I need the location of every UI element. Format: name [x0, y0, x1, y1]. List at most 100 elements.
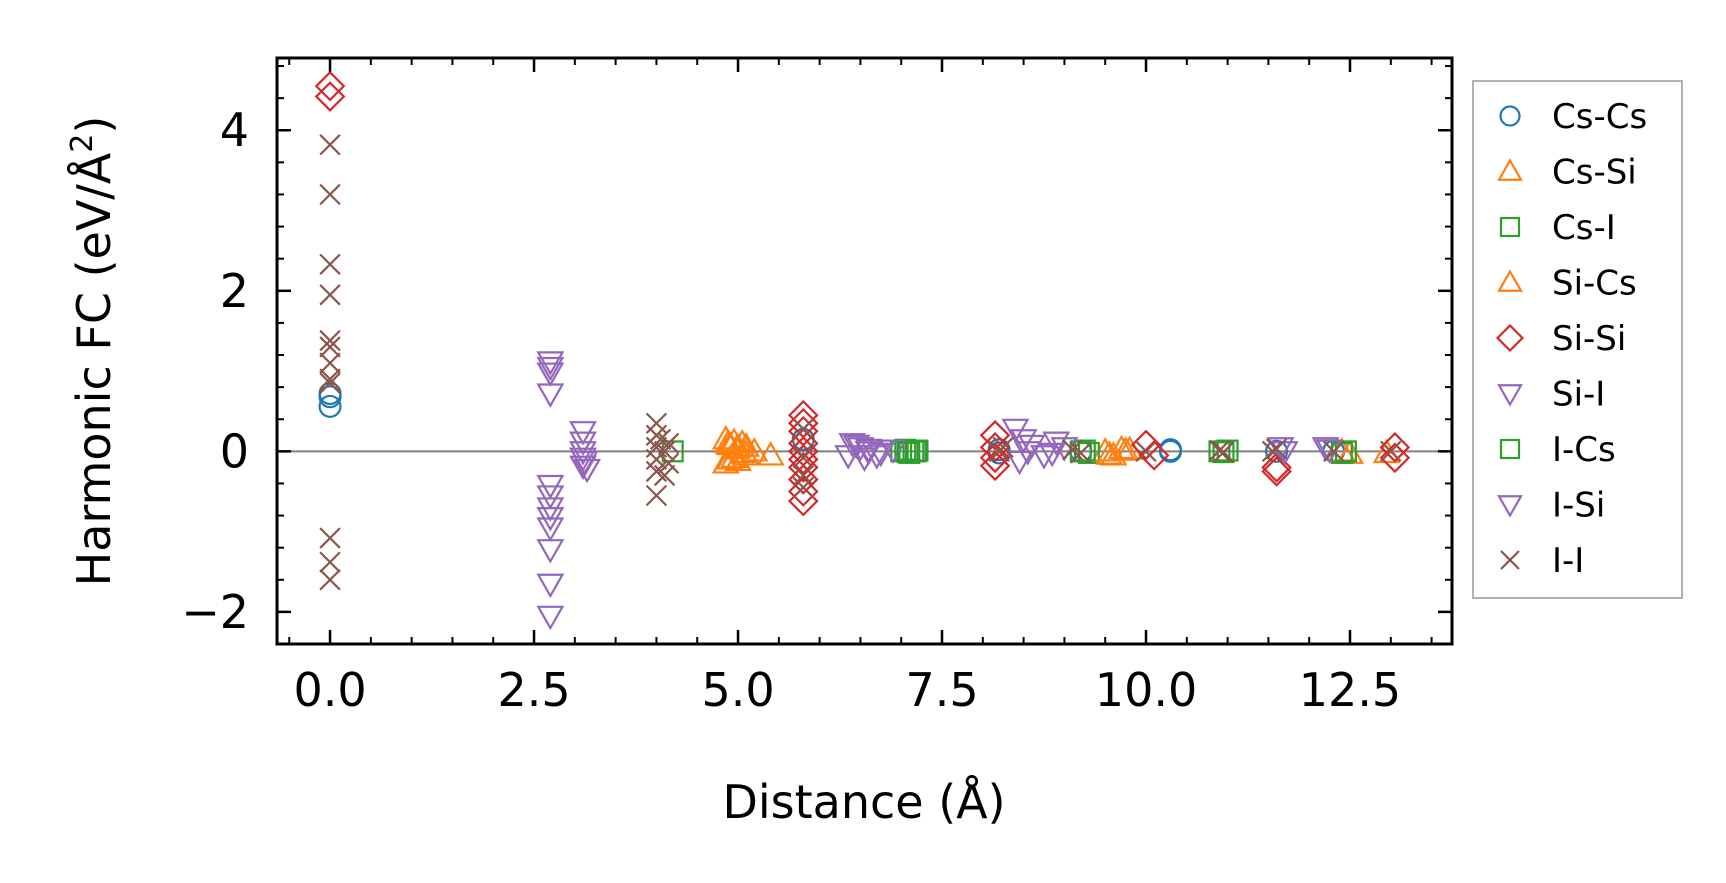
data-point — [1265, 439, 1289, 463]
y-tick-label: 4 — [220, 103, 249, 157]
legend-label: Si-I — [1552, 375, 1605, 415]
data-point — [657, 432, 680, 454]
legend-entry: Si-Si — [1495, 319, 1626, 359]
legend-marker — [1495, 323, 1525, 353]
y-axis-label-close: ) — [67, 116, 121, 134]
data-point — [1208, 439, 1231, 462]
x-axis-label: Distance (Å) — [722, 775, 1005, 829]
data-point — [319, 527, 341, 549]
data-point — [792, 418, 814, 440]
data-point — [536, 539, 565, 564]
data-point — [573, 458, 602, 484]
data-point — [536, 362, 565, 387]
legend-entry: Si-I — [1497, 375, 1605, 415]
data-point — [1138, 440, 1170, 471]
data-point — [1212, 441, 1235, 464]
data-point — [570, 450, 599, 476]
data-point — [536, 517, 565, 542]
data-point — [979, 432, 1011, 463]
data-point — [787, 464, 819, 495]
data-point — [1030, 445, 1059, 470]
legend-entry: Cs-Cs — [1499, 97, 1647, 137]
y-axis-label-superscript: 2 — [65, 134, 100, 153]
data-point — [1379, 432, 1411, 463]
data-point — [730, 438, 759, 464]
data-point — [1261, 456, 1292, 487]
legend-label: I-Si — [1552, 486, 1605, 526]
data-point — [318, 394, 342, 418]
data-point — [904, 440, 927, 463]
data-point — [1009, 429, 1038, 454]
data-point — [1070, 442, 1092, 464]
data-point — [645, 484, 668, 507]
data-point — [979, 442, 1011, 474]
data-point — [787, 452, 819, 483]
data-point — [1380, 440, 1402, 463]
data-point — [319, 183, 341, 206]
data-point — [756, 441, 785, 466]
data-point — [661, 440, 684, 463]
axis-ticks-layer: 0.0 2.5 5.0 7.5 10.0 12.5 −2 0 2 4 — [181, 58, 1452, 717]
series-si-cs — [714, 428, 1401, 465]
legend-marker — [1497, 158, 1523, 181]
x-tick-label: 5.0 — [701, 663, 774, 717]
y-axis-label-main: Harmonic FC (eV/Å — [67, 152, 121, 586]
legend: Cs-Cs Cs-Si Cs-I Si-Cs Si-Si Si-I I-Cs I-Si I-I — [1472, 80, 1683, 599]
legend-label: I-I — [1552, 541, 1584, 581]
legend-entry: I-Cs — [1499, 430, 1616, 470]
data-point — [842, 434, 871, 460]
data-point — [657, 452, 680, 475]
data-point — [1216, 439, 1239, 462]
data-point — [536, 485, 565, 510]
data-point — [1158, 438, 1183, 462]
data-point — [787, 476, 819, 507]
y-axis-label: Harmonic FC (eV/Å2) — [65, 116, 121, 587]
legend-marker — [1499, 216, 1521, 238]
legend-marker — [1499, 438, 1521, 460]
x-tick-label: 7.5 — [905, 663, 978, 717]
data-point — [1323, 440, 1345, 463]
series-si-i — [536, 351, 1340, 631]
data-point — [787, 444, 819, 475]
y-tick-label: 0 — [220, 424, 249, 478]
plot-frame — [275, 56, 1454, 646]
legend-entry: Cs-Si — [1497, 153, 1637, 193]
data-point — [992, 436, 1014, 459]
data-point — [653, 464, 676, 487]
data-point — [1135, 440, 1157, 463]
legend-label: Cs-I — [1552, 208, 1616, 248]
legend-label: Cs-Cs — [1552, 97, 1647, 137]
y-tick-label: −2 — [181, 585, 249, 639]
data-point — [792, 447, 814, 469]
x-tick-label: 2.5 — [497, 663, 570, 717]
data-point — [979, 419, 1011, 451]
data-point — [536, 356, 565, 382]
data-point — [787, 399, 819, 431]
data-point — [645, 460, 668, 483]
data-point — [854, 438, 883, 464]
data-point — [740, 437, 769, 462]
data-point — [1315, 439, 1344, 465]
legend-entry: Si-Cs — [1497, 264, 1637, 304]
data-point — [319, 284, 341, 306]
legend-marker — [1497, 384, 1523, 407]
data-point — [1095, 440, 1124, 465]
legend-marker — [1500, 550, 1520, 570]
legend-label: Si-Si — [1552, 319, 1626, 359]
data-point — [1077, 441, 1100, 464]
data-point — [834, 445, 863, 470]
data-point — [792, 476, 814, 499]
data-point — [1005, 450, 1034, 476]
legend-entry: I-I — [1500, 541, 1584, 581]
data-point — [1038, 442, 1067, 468]
data-point — [319, 551, 341, 573]
legend-marker — [1497, 269, 1523, 292]
data-point — [787, 485, 819, 517]
legend-label: Si-Cs — [1552, 264, 1637, 304]
data-point — [1061, 439, 1084, 461]
data-point — [879, 439, 908, 465]
data-point — [787, 407, 819, 439]
data-point — [1111, 436, 1140, 461]
data-point — [645, 412, 668, 434]
